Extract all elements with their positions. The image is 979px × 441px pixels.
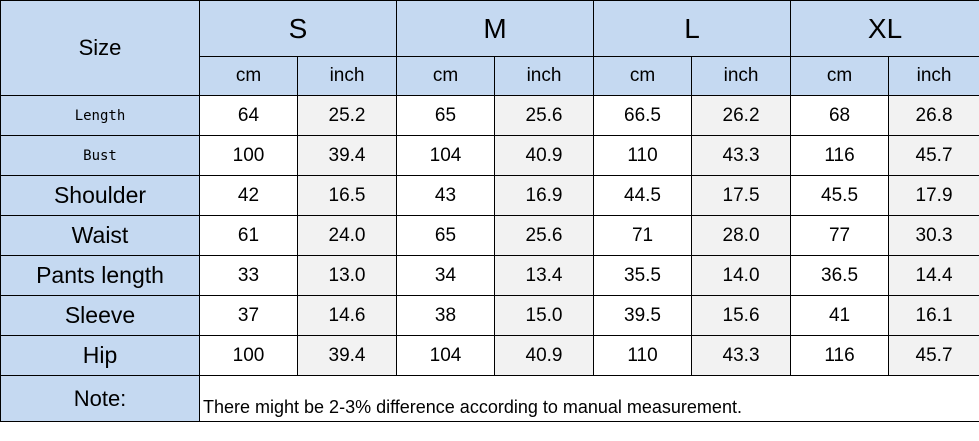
size-s-header: S <box>199 0 397 57</box>
value-cell: 43 <box>396 175 495 216</box>
value-cell: 26.2 <box>691 95 792 136</box>
value-cell: 44.5 <box>593 175 693 216</box>
note-text: There might be 2-3% difference according… <box>198 375 979 422</box>
value-cell: 77 <box>790 215 890 256</box>
value-cell: 41 <box>790 295 890 336</box>
value-cell: 39.5 <box>593 295 693 336</box>
value-cell: 34 <box>396 255 495 296</box>
value-cell: 26.8 <box>888 95 979 136</box>
unit-header-row: cm inch cm inch cm inch cm inch <box>1 56 979 96</box>
value-cell: 24.0 <box>297 215 397 256</box>
value-cell: 116 <box>790 135 890 176</box>
value-cell: 65 <box>396 95 495 136</box>
value-cell: 36.5 <box>790 255 890 296</box>
table-row: Shoulder 42 16.5 43 16.9 44.5 17.5 45.5 … <box>0 175 979 216</box>
value-cell: 16.1 <box>888 295 979 336</box>
unit-cell: cm <box>396 56 495 96</box>
value-cell: 100 <box>199 335 298 376</box>
value-cell: 40.9 <box>493 335 595 376</box>
value-cell: 15.0 <box>493 295 595 336</box>
value-cell: 65 <box>396 215 495 256</box>
value-cell: 25.6 <box>493 95 595 136</box>
size-xl-header: XL <box>790 0 979 57</box>
value-cell: 16.5 <box>297 175 397 216</box>
unit-cell: inch <box>691 56 792 96</box>
size-chart-table: Size S M L XL cm inch cm inch cm inch cm… <box>0 0 979 422</box>
value-cell: 45.7 <box>888 335 979 376</box>
value-cell: 66.5 <box>593 95 693 136</box>
value-cell: 100 <box>199 135 298 176</box>
row-label-hip: Hip <box>0 335 200 376</box>
note-row: Note: There might be 2-3% difference acc… <box>0 375 979 422</box>
table-row: Sleeve 37 14.6 38 15.0 39.5 15.6 41 16.1 <box>0 295 979 336</box>
note-label: Note: <box>0 375 200 422</box>
value-cell: 14.6 <box>297 295 397 336</box>
size-header-cell: Size <box>0 0 200 96</box>
value-cell: 38 <box>396 295 495 336</box>
unit-cell: cm <box>790 56 890 96</box>
unit-cell: cm <box>593 56 693 96</box>
value-cell: 14.4 <box>888 255 979 296</box>
value-cell: 17.9 <box>888 175 979 216</box>
value-cell: 13.4 <box>493 255 595 296</box>
table-row: Length 64 25.2 65 25.6 66.5 26.2 68 26.8 <box>0 95 979 136</box>
table-row: Waist 61 24.0 65 25.6 71 28.0 77 30.3 <box>0 215 979 256</box>
value-cell: 43.3 <box>691 135 792 176</box>
value-cell: 116 <box>790 335 890 376</box>
value-cell: 71 <box>593 215 693 256</box>
row-label-shoulder: Shoulder <box>0 175 200 216</box>
value-cell: 13.0 <box>297 255 397 296</box>
value-cell: 43.3 <box>691 335 792 376</box>
value-cell: 61 <box>199 215 298 256</box>
value-cell: 110 <box>593 335 693 376</box>
size-header-row: Size S M L XL <box>0 0 979 96</box>
value-cell: 30.3 <box>888 215 979 256</box>
row-label-waist: Waist <box>0 215 200 256</box>
value-cell: 33 <box>199 255 298 296</box>
value-cell: 25.6 <box>493 215 595 256</box>
value-cell: 64 <box>199 95 298 136</box>
value-cell: 110 <box>593 135 693 176</box>
unit-cell: inch <box>888 56 979 96</box>
value-cell: 42 <box>199 175 298 216</box>
table-row: Pants length 33 13.0 34 13.4 35.5 14.0 3… <box>0 255 979 296</box>
value-cell: 35.5 <box>593 255 693 296</box>
value-cell: 45.5 <box>790 175 890 216</box>
value-cell: 39.4 <box>297 335 397 376</box>
value-cell: 45.7 <box>888 135 979 176</box>
row-label-length: Length <box>0 95 200 136</box>
table-row: Bust 100 39.4 104 40.9 110 43.3 116 45.7 <box>0 135 979 176</box>
table-row: Hip 100 39.4 104 40.9 110 43.3 116 45.7 <box>0 335 979 376</box>
value-cell: 104 <box>396 135 495 176</box>
unit-cell: inch <box>297 56 397 96</box>
value-cell: 25.2 <box>297 95 397 136</box>
unit-cell: inch <box>493 56 595 96</box>
value-cell: 17.5 <box>691 175 792 216</box>
value-cell: 104 <box>396 335 495 376</box>
size-l-header: L <box>593 0 792 57</box>
value-cell: 37 <box>199 295 298 336</box>
row-label-sleeve: Sleeve <box>0 295 200 336</box>
value-cell: 14.0 <box>691 255 792 296</box>
value-cell: 16.9 <box>493 175 595 216</box>
value-cell: 15.6 <box>691 295 792 336</box>
row-label-bust: Bust <box>0 135 200 176</box>
size-m-header: M <box>395 0 595 57</box>
value-cell: 28.0 <box>691 215 792 256</box>
value-cell: 68 <box>790 95 890 136</box>
value-cell: 40.9 <box>493 135 595 176</box>
row-label-pants-length: Pants length <box>0 255 200 296</box>
unit-cell: cm <box>199 56 298 96</box>
value-cell: 39.4 <box>297 135 397 176</box>
